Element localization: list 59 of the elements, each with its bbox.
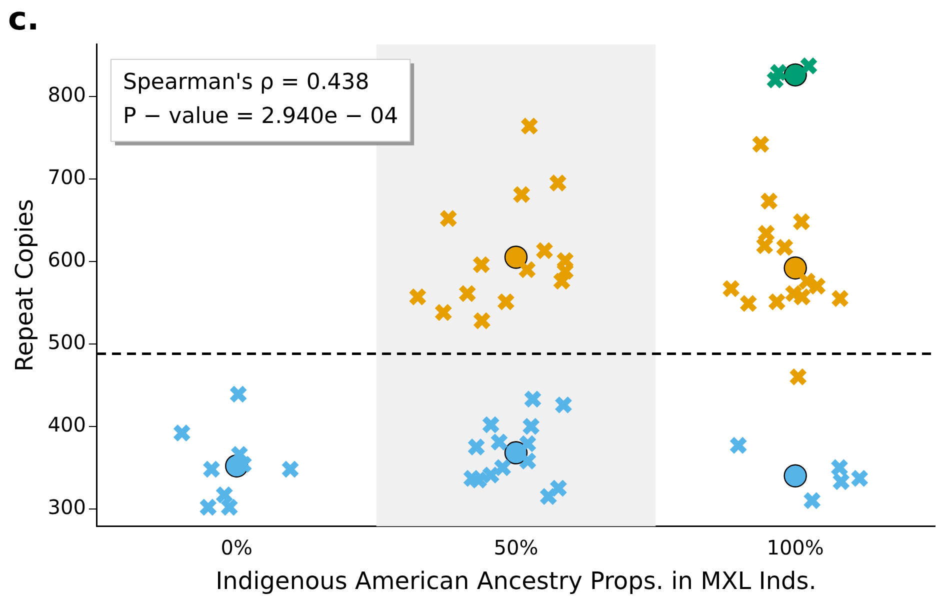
point: [466, 438, 486, 456]
point: [472, 311, 492, 330]
point: [760, 192, 778, 211]
point: [549, 478, 568, 498]
y-tick-label: 400: [48, 412, 86, 437]
y-tick-label: 500: [48, 330, 86, 354]
point: [799, 56, 818, 76]
point: [548, 174, 568, 192]
point: [512, 185, 531, 204]
point: [481, 415, 500, 434]
point: [751, 134, 770, 154]
point: [775, 238, 794, 257]
x-tick-label: 50%: [494, 535, 538, 560]
y-tick-label: 300: [48, 495, 86, 520]
point: [850, 468, 869, 488]
point: [490, 432, 509, 452]
point: [523, 390, 542, 409]
point: [802, 491, 822, 510]
y-axis-title: Repeat Copies: [10, 198, 39, 372]
point: [784, 256, 807, 280]
point: [280, 460, 300, 479]
point: [458, 284, 477, 303]
point: [481, 466, 500, 484]
point: [728, 436, 748, 455]
annotation: Spearman's ρ = 0.438: [122, 70, 370, 96]
annotation: P − value = 2.940e − 04: [122, 104, 398, 130]
point: [535, 241, 554, 260]
point: [784, 284, 804, 303]
point: [830, 289, 850, 308]
point: [792, 212, 811, 232]
point: [520, 116, 539, 136]
point: [472, 255, 491, 274]
point: [539, 487, 558, 506]
point: [784, 464, 807, 488]
point: [739, 294, 758, 313]
x-tick-label: 100%: [766, 535, 824, 560]
point: [172, 424, 192, 442]
point: [504, 246, 528, 269]
point: [202, 460, 221, 479]
point: [768, 292, 786, 312]
point: [554, 396, 573, 414]
x-axis-title: Indigenous American Ancestry Props. in MXL Inds.: [216, 566, 816, 595]
point: [788, 368, 808, 386]
x-tick-label: 0%: [220, 535, 253, 560]
point: [784, 63, 807, 87]
point: [808, 276, 826, 296]
point: [439, 209, 458, 228]
y-tick-label: 800: [48, 82, 86, 107]
point: [228, 384, 248, 404]
point: [493, 458, 512, 477]
y-tick-label: 600: [48, 248, 86, 272]
point: [198, 498, 218, 517]
point: [722, 279, 740, 298]
y-tick-label: 700: [48, 165, 86, 190]
point: [496, 292, 516, 312]
point: [434, 303, 453, 322]
chart-title: c.: [8, 0, 40, 38]
point: [408, 287, 428, 306]
point: [518, 260, 537, 279]
